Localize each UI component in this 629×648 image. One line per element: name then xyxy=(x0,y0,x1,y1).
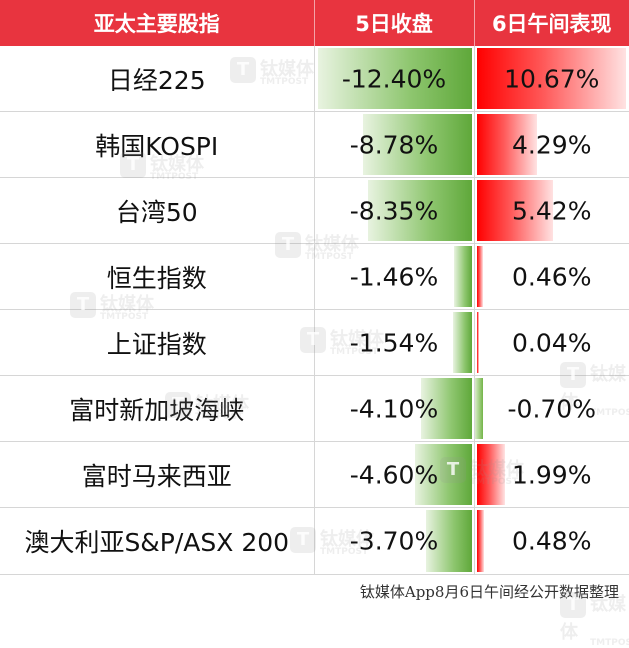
source-note: 钛媒体App8月6日午间经公开数据整理 xyxy=(360,581,619,602)
close5-value: -1.46% xyxy=(315,262,474,291)
index-name: 富时马来西亚 xyxy=(0,442,314,508)
close5-cell: -8.78% xyxy=(314,112,474,178)
header-index: 亚太主要股指 xyxy=(0,0,314,46)
index-table: 亚太主要股指 5日收盘 6日午间表现 日经225-12.40%10.67%韩国K… xyxy=(0,0,629,575)
index-name: 富时新加坡海峡 xyxy=(0,376,314,442)
close5-value: -4.60% xyxy=(315,460,474,489)
table-row: 台湾50-8.35%5.42% xyxy=(0,178,629,244)
header-close5: 5日收盘 xyxy=(314,0,474,46)
noon6-value: 4.29% xyxy=(475,130,629,159)
noon6-value: 5.42% xyxy=(475,196,629,225)
close5-value: -3.70% xyxy=(315,527,474,556)
close5-value: -12.40% xyxy=(315,64,474,93)
noon6-cell: 0.48% xyxy=(474,508,629,575)
noon6-cell: 4.29% xyxy=(474,112,629,178)
table-row: 富时马来西亚-4.60%1.99% xyxy=(0,442,629,508)
close5-cell: -12.40% xyxy=(314,46,474,112)
index-name: 上证指数 xyxy=(0,310,314,376)
close5-cell: -4.10% xyxy=(314,376,474,442)
noon6-cell: 0.46% xyxy=(474,244,629,310)
noon6-cell: 5.42% xyxy=(474,178,629,244)
table-row: 日经225-12.40%10.67% xyxy=(0,46,629,112)
close5-value: -8.78% xyxy=(315,130,474,159)
close5-cell: -1.46% xyxy=(314,244,474,310)
noon6-cell: 10.67% xyxy=(474,46,629,112)
close5-cell: -4.60% xyxy=(314,442,474,508)
index-name: 澳大利亚S&P/ASX 200 xyxy=(0,508,314,575)
noon6-value: 1.99% xyxy=(475,460,629,489)
close5-cell: -3.70% xyxy=(314,508,474,575)
index-name: 韩国KOSPI xyxy=(0,112,314,178)
header-row: 亚太主要股指 5日收盘 6日午间表现 xyxy=(0,0,629,46)
table-row: 澳大利亚S&P/ASX 200-3.70%0.48% xyxy=(0,508,629,575)
close5-value: -4.10% xyxy=(315,394,474,423)
table-row: 富时新加坡海峡-4.10%-0.70% xyxy=(0,376,629,442)
close5-value: -1.54% xyxy=(315,328,474,357)
header-noon6: 6日午间表现 xyxy=(474,0,629,46)
close5-cell: -1.54% xyxy=(314,310,474,376)
noon6-cell: 0.04% xyxy=(474,310,629,376)
noon6-cell: 1.99% xyxy=(474,442,629,508)
index-name: 恒生指数 xyxy=(0,244,314,310)
index-name: 台湾50 xyxy=(0,178,314,244)
close5-value: -8.35% xyxy=(315,196,474,225)
noon6-cell: -0.70% xyxy=(474,376,629,442)
noon6-value: 0.04% xyxy=(475,328,629,357)
noon6-value: 0.46% xyxy=(475,262,629,291)
table-row: 上证指数-1.54%0.04% xyxy=(0,310,629,376)
index-name: 日经225 xyxy=(0,46,314,112)
noon6-value: 10.67% xyxy=(475,64,629,93)
noon6-value: 0.48% xyxy=(475,527,629,556)
watermark-sub: TMTPOST xyxy=(590,638,629,648)
close5-cell: -8.35% xyxy=(314,178,474,244)
table-row: 韩国KOSPI-8.78%4.29% xyxy=(0,112,629,178)
table-row: 恒生指数-1.46%0.46% xyxy=(0,244,629,310)
noon6-value: -0.70% xyxy=(475,394,629,423)
